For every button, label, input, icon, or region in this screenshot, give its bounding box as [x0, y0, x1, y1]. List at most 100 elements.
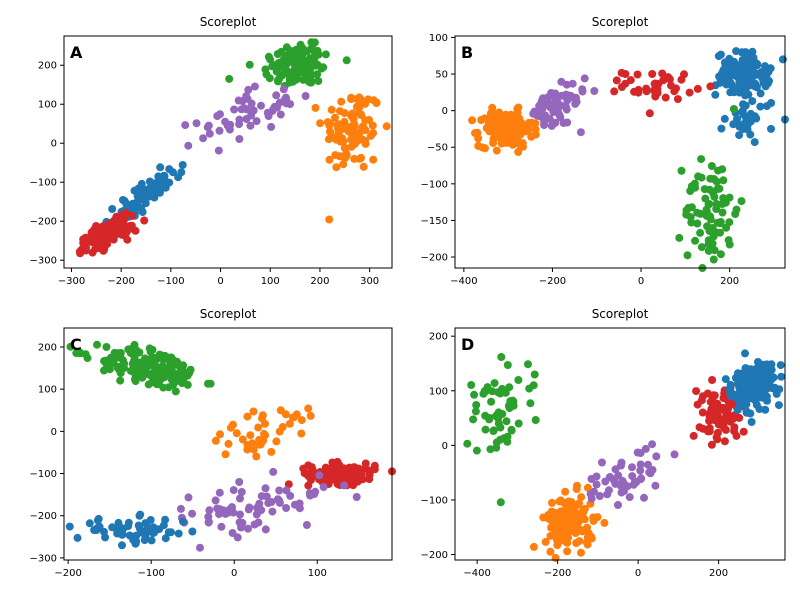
panel-b-point	[718, 165, 727, 174]
panel-c-point	[65, 522, 74, 531]
panel-c-point	[323, 475, 332, 484]
panel-c-point	[206, 379, 215, 388]
panel-b-point	[661, 93, 670, 102]
panel-d-point	[692, 387, 701, 396]
panel-d-point	[489, 426, 498, 435]
panel-b-point	[729, 105, 738, 113]
panel-c-point	[245, 503, 254, 512]
panel-c-point	[236, 510, 244, 519]
panel-d-point	[544, 514, 553, 523]
panel-c-point	[340, 481, 349, 490]
panel-b-point	[630, 87, 639, 96]
panel-b-point	[642, 87, 651, 96]
panel-d-point	[567, 499, 576, 508]
panel-c-point	[66, 342, 75, 351]
panel-d-point	[747, 380, 756, 388]
panel-b-point	[712, 200, 721, 208]
panel-a-point	[128, 211, 137, 220]
panel-b-xtick-label: 0	[638, 276, 644, 287]
panel-b-point	[693, 219, 702, 228]
panel-a-point	[305, 61, 314, 70]
panel-b-point	[729, 68, 738, 77]
panel-a-ytick-label: 200	[38, 61, 57, 72]
panel-a-ytick-label: 0	[51, 139, 57, 150]
panel-c-point	[100, 527, 108, 536]
panel-b-xtick-label: 200	[720, 276, 739, 287]
panel-b-point	[693, 208, 702, 217]
panel-a-point	[104, 232, 113, 241]
panel-d-point	[719, 394, 728, 403]
panel-a-point	[184, 141, 193, 150]
panel-b-point	[683, 251, 692, 260]
panel-a-point	[131, 226, 140, 235]
panel-a-point	[145, 177, 154, 186]
panel-c-point	[249, 407, 258, 416]
panel-a-point	[204, 121, 213, 130]
panel-a-point	[342, 56, 351, 65]
panel-a-point	[270, 102, 279, 111]
panel-b-point	[705, 227, 714, 235]
panel-a-point	[291, 63, 300, 71]
panel-d-point	[494, 388, 503, 397]
panel-a-point	[283, 55, 292, 64]
panel-d-point	[732, 431, 741, 440]
panel-c-point	[108, 523, 117, 532]
panel-d-point	[563, 547, 572, 556]
panel-c-point	[184, 493, 193, 502]
panel-d-point	[625, 493, 634, 502]
panel-b-point	[749, 53, 758, 62]
panel-c-point	[131, 377, 140, 386]
panel-c-point	[92, 526, 101, 534]
panel-c-point	[299, 464, 308, 473]
panel-c-point	[119, 356, 127, 365]
panel-d-point	[577, 493, 586, 502]
panel-b-point	[686, 187, 695, 195]
panel-a-point	[76, 249, 85, 258]
panel-a-point	[138, 208, 147, 216]
panel-c-point	[262, 492, 271, 501]
panel-b-point	[716, 228, 724, 237]
panel-c-ytick-label: −200	[30, 511, 57, 522]
panel-a-frame	[63, 35, 393, 269]
panel-a-point	[359, 122, 368, 131]
panel-a-point	[169, 168, 177, 177]
panel-a-point	[314, 50, 323, 59]
panel-b-point	[725, 193, 734, 202]
panel-d-point	[705, 427, 714, 436]
panel-c-letter: C	[70, 335, 82, 354]
panel-d-point	[752, 387, 760, 396]
panel-d-point	[763, 378, 772, 387]
panel-a-point	[301, 92, 310, 100]
panel-d-point	[471, 407, 480, 416]
panel-d-point	[714, 402, 723, 411]
panel-c-point	[228, 529, 237, 537]
panel-c-point	[236, 494, 244, 503]
panel-d-title: Scoreplot	[592, 307, 649, 321]
panel-b-point	[732, 205, 741, 214]
panel-d-point	[776, 361, 785, 370]
panel-b-point	[673, 95, 682, 104]
panel-c-point	[116, 376, 125, 385]
panel-b-point	[741, 48, 750, 57]
panel-d-point	[652, 452, 661, 461]
panel-c-point	[127, 347, 136, 356]
panel-b-point	[556, 113, 565, 122]
panel-c-point	[349, 481, 358, 490]
panel-b-point	[693, 84, 702, 93]
panel-d-point	[708, 376, 717, 384]
panel-d-point	[601, 477, 610, 486]
panel-a-point	[205, 129, 214, 138]
panel-a-point	[235, 115, 244, 124]
panel-d-point	[755, 405, 764, 414]
panel-b-point	[684, 203, 693, 212]
panel-b-point	[557, 91, 566, 100]
panel-b-point	[691, 236, 700, 245]
panel-d-point	[472, 401, 481, 409]
panel-a-point	[350, 120, 359, 129]
panel-c-point	[250, 520, 259, 529]
panel-d: Scoreplot −400 −200 0 200 −200 −100 0 100 200 D	[421, 307, 786, 579]
panel-c-point	[102, 343, 111, 351]
panel-a-point	[225, 74, 234, 83]
panel-b-point	[741, 91, 750, 100]
